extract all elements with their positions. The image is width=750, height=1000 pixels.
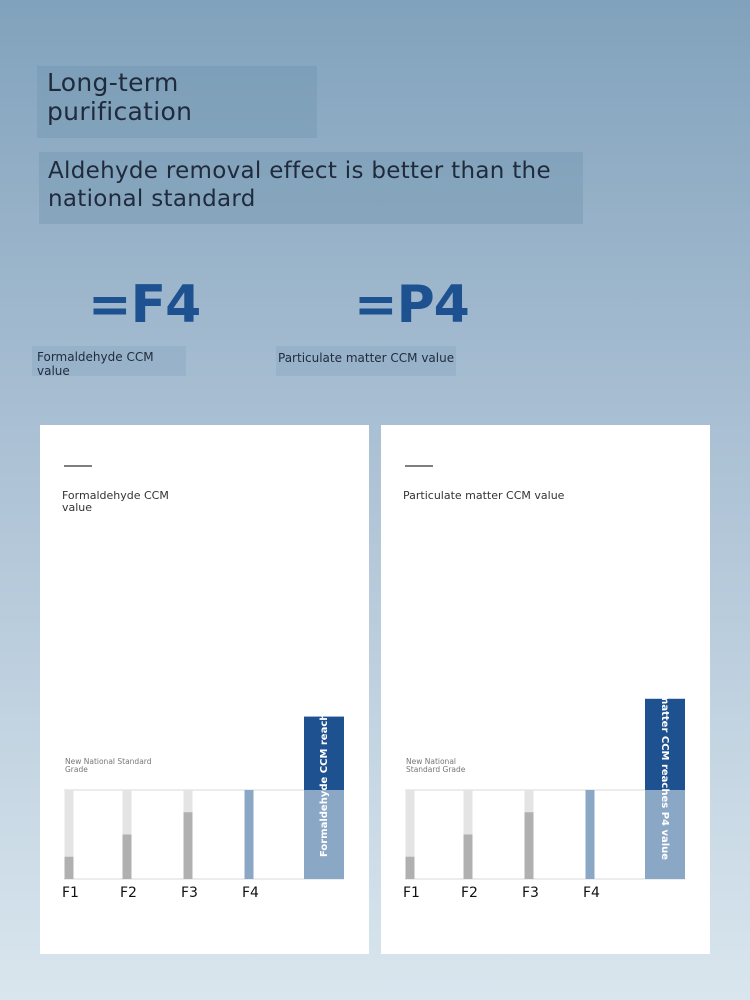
tick-label: F4	[242, 885, 259, 901]
bar-f3	[183, 812, 193, 879]
highlight-bar-base	[645, 790, 685, 879]
bar-f4	[585, 790, 595, 879]
tick-label: F4	[583, 885, 600, 901]
formaldehyde-caption: Formaldehyde CCM value	[37, 350, 154, 378]
highlight-bar	[645, 698, 685, 790]
particulate-caption-box: Particulate matter CCM value	[276, 346, 456, 376]
formaldehyde-caption-box: Formaldehyde CCM value	[32, 346, 186, 378]
tick-label: F1	[62, 885, 79, 901]
page-title: Long-term purification	[47, 68, 193, 126]
tick-label: F2	[120, 885, 137, 901]
headline-box: Long-term purification	[37, 66, 317, 138]
bar-track	[405, 790, 415, 879]
bar-f1	[405, 856, 415, 879]
chart-title: Particulate matter CCM value	[403, 489, 565, 502]
bar-f4	[244, 790, 254, 879]
tick-label: F3	[181, 885, 198, 901]
bar-track	[64, 790, 74, 879]
subtitle-box: Aldehyde removal effect is better than t…	[39, 152, 583, 224]
particulate-caption: Particulate matter CCM value	[278, 351, 455, 365]
particulate-grade: =P4	[354, 275, 470, 335]
highlight-bar-base	[304, 790, 344, 879]
particulate-chart-panel: Particulate matter CCM value New National…	[381, 425, 710, 954]
highlight-bar	[304, 716, 344, 790]
page-subtitle: Aldehyde removal effect is better than t…	[48, 158, 551, 212]
highlight-bar-label: Particulate matter CCM reaches P4 value	[659, 629, 670, 861]
standard-label: New National Standard Grade	[406, 757, 466, 774]
bar-f2	[122, 834, 132, 879]
formaldehyde-grade: =F4	[88, 275, 201, 335]
particulate-chart: Particulate matter CCM value New National…	[403, 465, 685, 901]
highlight-bar-label: Formaldehyde CCM reaches F4 value	[319, 649, 330, 857]
standard-label: New National Standard Grade	[65, 757, 152, 774]
bar-f3	[524, 812, 534, 879]
tick-label: F3	[522, 885, 539, 901]
bar-f2	[463, 834, 473, 879]
formaldehyde-chart-panel: Formaldehyde CCM value New National Standa…	[40, 425, 369, 954]
bar-f1	[64, 856, 74, 879]
formaldehyde-chart: Formaldehyde CCM value New National Standa…	[62, 465, 344, 901]
tick-label: F2	[461, 885, 478, 901]
chart-title: Formaldehyde CCM value	[62, 489, 169, 514]
tick-label: F1	[403, 885, 420, 901]
